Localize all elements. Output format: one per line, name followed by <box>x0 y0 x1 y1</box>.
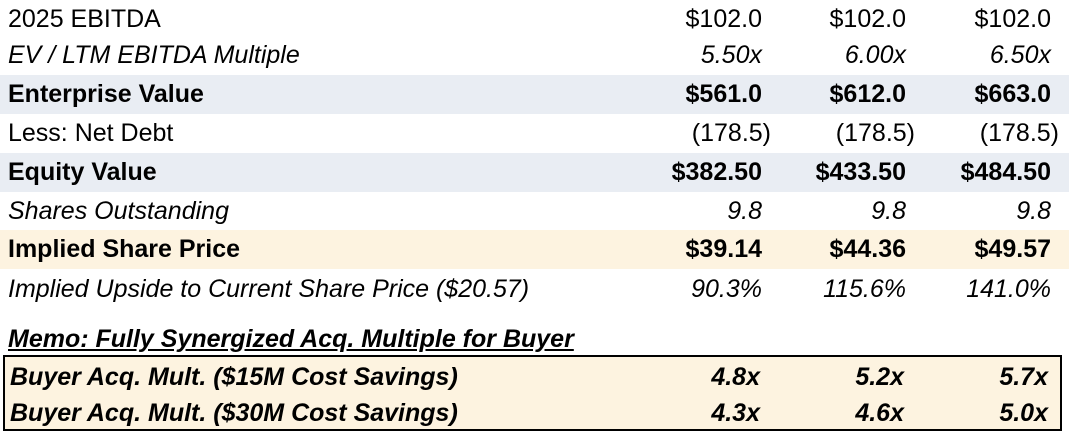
memo-row-label: Buyer Acq. Mult. ($15M Cost Savings) <box>10 363 458 391</box>
cell-value: (178.5) <box>691 119 771 147</box>
cell-value: 6.00x <box>844 41 906 69</box>
row-label: Enterprise Value <box>8 80 204 108</box>
row-label: Shares Outstanding <box>8 197 229 225</box>
cell-value: 4.3x <box>711 399 760 427</box>
cell-value: $49.57 <box>974 235 1051 263</box>
row-label: 2025 EBITDA <box>8 5 161 33</box>
cell-value: $102.0 <box>974 5 1051 33</box>
row-shares-outstanding: Shares Outstanding 9.8 9.8 9.8 <box>0 192 1069 231</box>
cell-value: $102.0 <box>685 5 762 33</box>
cell-value: $561.0 <box>685 80 762 108</box>
cell-value: 4.6x <box>855 399 904 427</box>
cell-value: $382.50 <box>671 158 762 186</box>
memo-box: Buyer Acq. Mult. ($15M Cost Savings) 4.8… <box>3 355 1062 431</box>
cell-value: $39.14 <box>685 235 762 263</box>
cell-value: 5.7x <box>999 363 1048 391</box>
cell-value: $102.0 <box>829 5 906 33</box>
cell-value: 5.2x <box>855 363 904 391</box>
row-label: Implied Upside to Current Share Price ($… <box>8 275 530 303</box>
cell-value: 115.6% <box>823 275 906 303</box>
row-ebitda: 2025 EBITDA $102.0 $102.0 $102.0 <box>0 0 1069 39</box>
cell-value: 90.3% <box>691 275 762 303</box>
cell-value: 5.0x <box>999 399 1048 427</box>
cell-value: 9.8 <box>871 197 906 225</box>
row-equity-value: Equity Value $382.50 $433.50 $484.50 <box>0 153 1069 192</box>
cell-value: 4.8x <box>711 363 760 391</box>
memo-row-30m: Buyer Acq. Mult. ($30M Cost Savings) 4.3… <box>5 395 1060 431</box>
row-label: Less: Net Debt <box>8 119 174 147</box>
row-label: EV / LTM EBITDA Multiple <box>8 41 300 69</box>
memo-row-label: Buyer Acq. Mult. ($30M Cost Savings) <box>10 399 458 427</box>
cell-value: 9.8 <box>1016 197 1051 225</box>
cell-value: $612.0 <box>829 80 906 108</box>
cell-value: $433.50 <box>815 158 906 186</box>
cell-value: $44.36 <box>829 235 906 263</box>
row-enterprise-value: Enterprise Value $561.0 $612.0 $663.0 <box>0 75 1069 114</box>
row-net-debt: Less: Net Debt (178.5) (178.5) (178.5) <box>0 114 1069 153</box>
cell-value: $663.0 <box>974 80 1051 108</box>
memo-row-15m: Buyer Acq. Mult. ($15M Cost Savings) 4.8… <box>5 359 1060 395</box>
cell-value: 6.50x <box>989 41 1051 69</box>
cell-value: 141.0% <box>966 275 1051 303</box>
row-label: Implied Share Price <box>8 235 241 263</box>
row-label: Equity Value <box>8 158 157 186</box>
row-implied-upside: Implied Upside to Current Share Price ($… <box>0 270 1069 309</box>
cell-value: (178.5) <box>835 119 915 147</box>
cell-value: (178.5) <box>979 119 1059 147</box>
cell-value: 9.8 <box>727 197 762 225</box>
memo-title: Memo: Fully Synergized Acq. Multiple for… <box>8 325 574 353</box>
row-ev-multiple: EV / LTM EBITDA Multiple 5.50x 6.00x 6.5… <box>0 36 1069 75</box>
cell-value: 5.50x <box>700 41 762 69</box>
cell-value: $484.50 <box>960 158 1051 186</box>
row-implied-share-price: Implied Share Price $39.14 $44.36 $49.57 <box>0 230 1069 269</box>
